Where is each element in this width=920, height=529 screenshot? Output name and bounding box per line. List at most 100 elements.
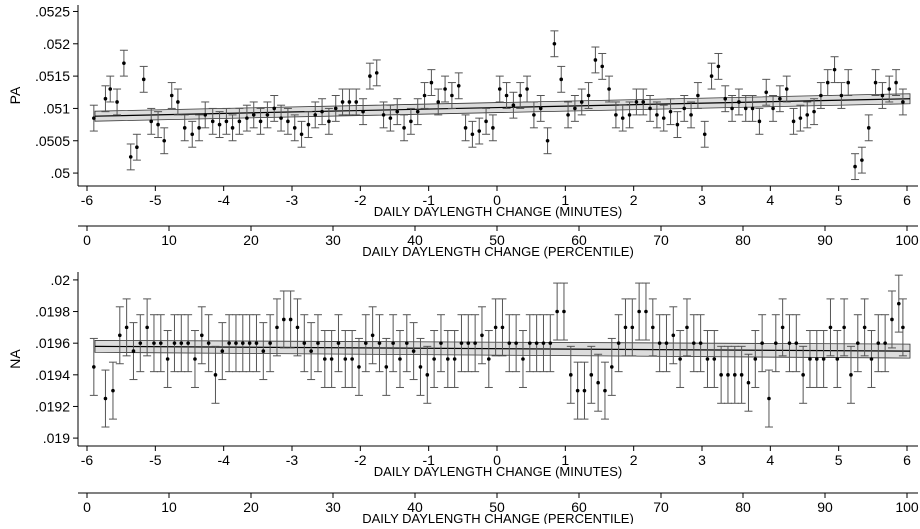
panel2-data-point xyxy=(377,341,382,345)
panel2-x-tick-label: 2 xyxy=(630,452,638,468)
panel1-data-point xyxy=(812,109,816,114)
panel1-data-point xyxy=(265,113,270,117)
panel1-data-point xyxy=(709,74,714,78)
panel2-data-point xyxy=(254,341,259,345)
panel2-data-point xyxy=(596,380,600,385)
panel2-data-point xyxy=(364,341,368,345)
panel1-data-point xyxy=(347,100,352,104)
panel2-data-point xyxy=(514,341,518,345)
panel2-x2-tick-label: 90 xyxy=(817,499,833,515)
panel2-data-point xyxy=(541,341,546,345)
panel1-data-point xyxy=(251,113,256,117)
panel2-data-point xyxy=(534,341,539,345)
panel2-data-point xyxy=(746,380,751,385)
panel2-data-point xyxy=(562,309,566,314)
panel1-x-tick-label: 0 xyxy=(493,192,501,208)
panel2-data-point xyxy=(432,357,436,361)
panel2-data-point xyxy=(719,373,723,377)
panel2-data-point xyxy=(644,309,648,314)
panel1-data-point xyxy=(586,93,591,98)
panel1-data-point xyxy=(477,129,482,133)
panel1-fit-line xyxy=(94,98,911,117)
panel2-data-point xyxy=(767,396,771,401)
panel1-x2-tick-label: 90 xyxy=(817,232,833,248)
panel1-data-point xyxy=(853,164,857,169)
panel1-data-point xyxy=(778,96,782,101)
panel1-x2-tick-label: 0 xyxy=(83,232,91,248)
panel2-data-point xyxy=(220,349,225,353)
panel2-data-point xyxy=(842,325,846,330)
panel1-data-point xyxy=(730,106,734,111)
panel2-x2-axis-label: DAILY DAYLENGTH CHANGE (PERCENTILE) xyxy=(362,511,634,524)
panel1-data-point xyxy=(880,93,885,98)
panel2-data-point xyxy=(521,357,525,361)
panel1-data-point xyxy=(743,106,748,111)
panel2-data-point xyxy=(405,341,409,345)
panel1-data-point xyxy=(661,116,666,120)
panel1-y-tick-label: .0515 xyxy=(35,68,70,84)
panel2-data-point xyxy=(241,341,245,345)
panel2-data-point xyxy=(507,341,512,345)
panel2-data-point xyxy=(329,357,334,361)
panel2-x2-tick-label: 100 xyxy=(895,499,919,515)
panel1-data-point xyxy=(491,126,495,130)
panel1-x-tick-label: 4 xyxy=(766,192,774,208)
panel2-x2-tick-label: 60 xyxy=(571,499,587,515)
panel1-x-tick-label: -3 xyxy=(286,192,299,208)
panel2-y-tick-label: .019 xyxy=(43,430,70,446)
panel1-data-point xyxy=(115,100,119,104)
panel2-data-point xyxy=(384,365,389,369)
panel2-x-tick-label: -5 xyxy=(149,452,162,468)
panel1-data-point xyxy=(614,113,618,117)
panel1-data-point xyxy=(182,126,187,130)
panel1-data-point xyxy=(279,116,283,120)
panel2-data-point xyxy=(261,349,266,353)
panel1-data-point xyxy=(737,100,741,104)
panel2-data-point xyxy=(480,333,484,338)
panel1-data-point xyxy=(504,93,509,98)
panel1-data-point xyxy=(805,113,810,117)
panel2-data-point xyxy=(610,365,614,369)
panel1-data-point xyxy=(579,100,584,104)
panel2-data-point xyxy=(876,341,881,345)
panel1-data-point xyxy=(832,67,837,72)
panel1-data-point xyxy=(600,64,605,69)
panel2-data-point xyxy=(616,341,621,345)
panel1-data-point xyxy=(340,100,345,104)
panel1-data-point xyxy=(894,80,898,85)
panel2-data-point xyxy=(664,341,669,345)
panel1-data-point xyxy=(361,109,365,114)
panel2-data-point xyxy=(651,325,655,330)
panel1-x2-tick-label: 20 xyxy=(243,232,259,248)
panel1-data-point xyxy=(162,138,167,143)
panel2-data-point xyxy=(678,357,682,361)
panel2-data-point xyxy=(227,341,231,345)
panel1-y-tick-label: .05 xyxy=(51,165,71,181)
panel1-data-point xyxy=(327,119,331,124)
panel1-data-point xyxy=(415,109,420,114)
panel1-data-point xyxy=(559,77,564,82)
panel2-data-point xyxy=(439,341,443,345)
panel1-data-point xyxy=(689,113,693,117)
panel1-data-point xyxy=(203,113,208,117)
panel1-data-point xyxy=(210,119,215,124)
panel2-data-point xyxy=(671,333,676,338)
panel1-data-point xyxy=(757,119,762,124)
panel1-x-tick-label: 1 xyxy=(561,192,569,208)
panel1-x2-tick-label: 80 xyxy=(735,232,751,248)
panel1-data-point xyxy=(122,61,126,65)
panel2-data-point xyxy=(739,373,744,377)
panel1-data-point xyxy=(156,122,160,127)
panel1-data-point xyxy=(538,106,543,111)
panel1-data-point xyxy=(866,126,871,130)
panel1-x-tick-label: -4 xyxy=(217,192,230,208)
panel2-data-point xyxy=(282,317,286,322)
panel1-x-tick-label: -2 xyxy=(354,192,367,208)
panel1-data-point xyxy=(292,126,297,130)
panel2-data-point xyxy=(733,373,737,377)
panel1-data-point xyxy=(320,109,324,114)
panel1-data-point xyxy=(655,113,659,117)
panel2-data-point xyxy=(487,357,491,361)
panel1-y-tick-label: .0525 xyxy=(35,3,70,19)
